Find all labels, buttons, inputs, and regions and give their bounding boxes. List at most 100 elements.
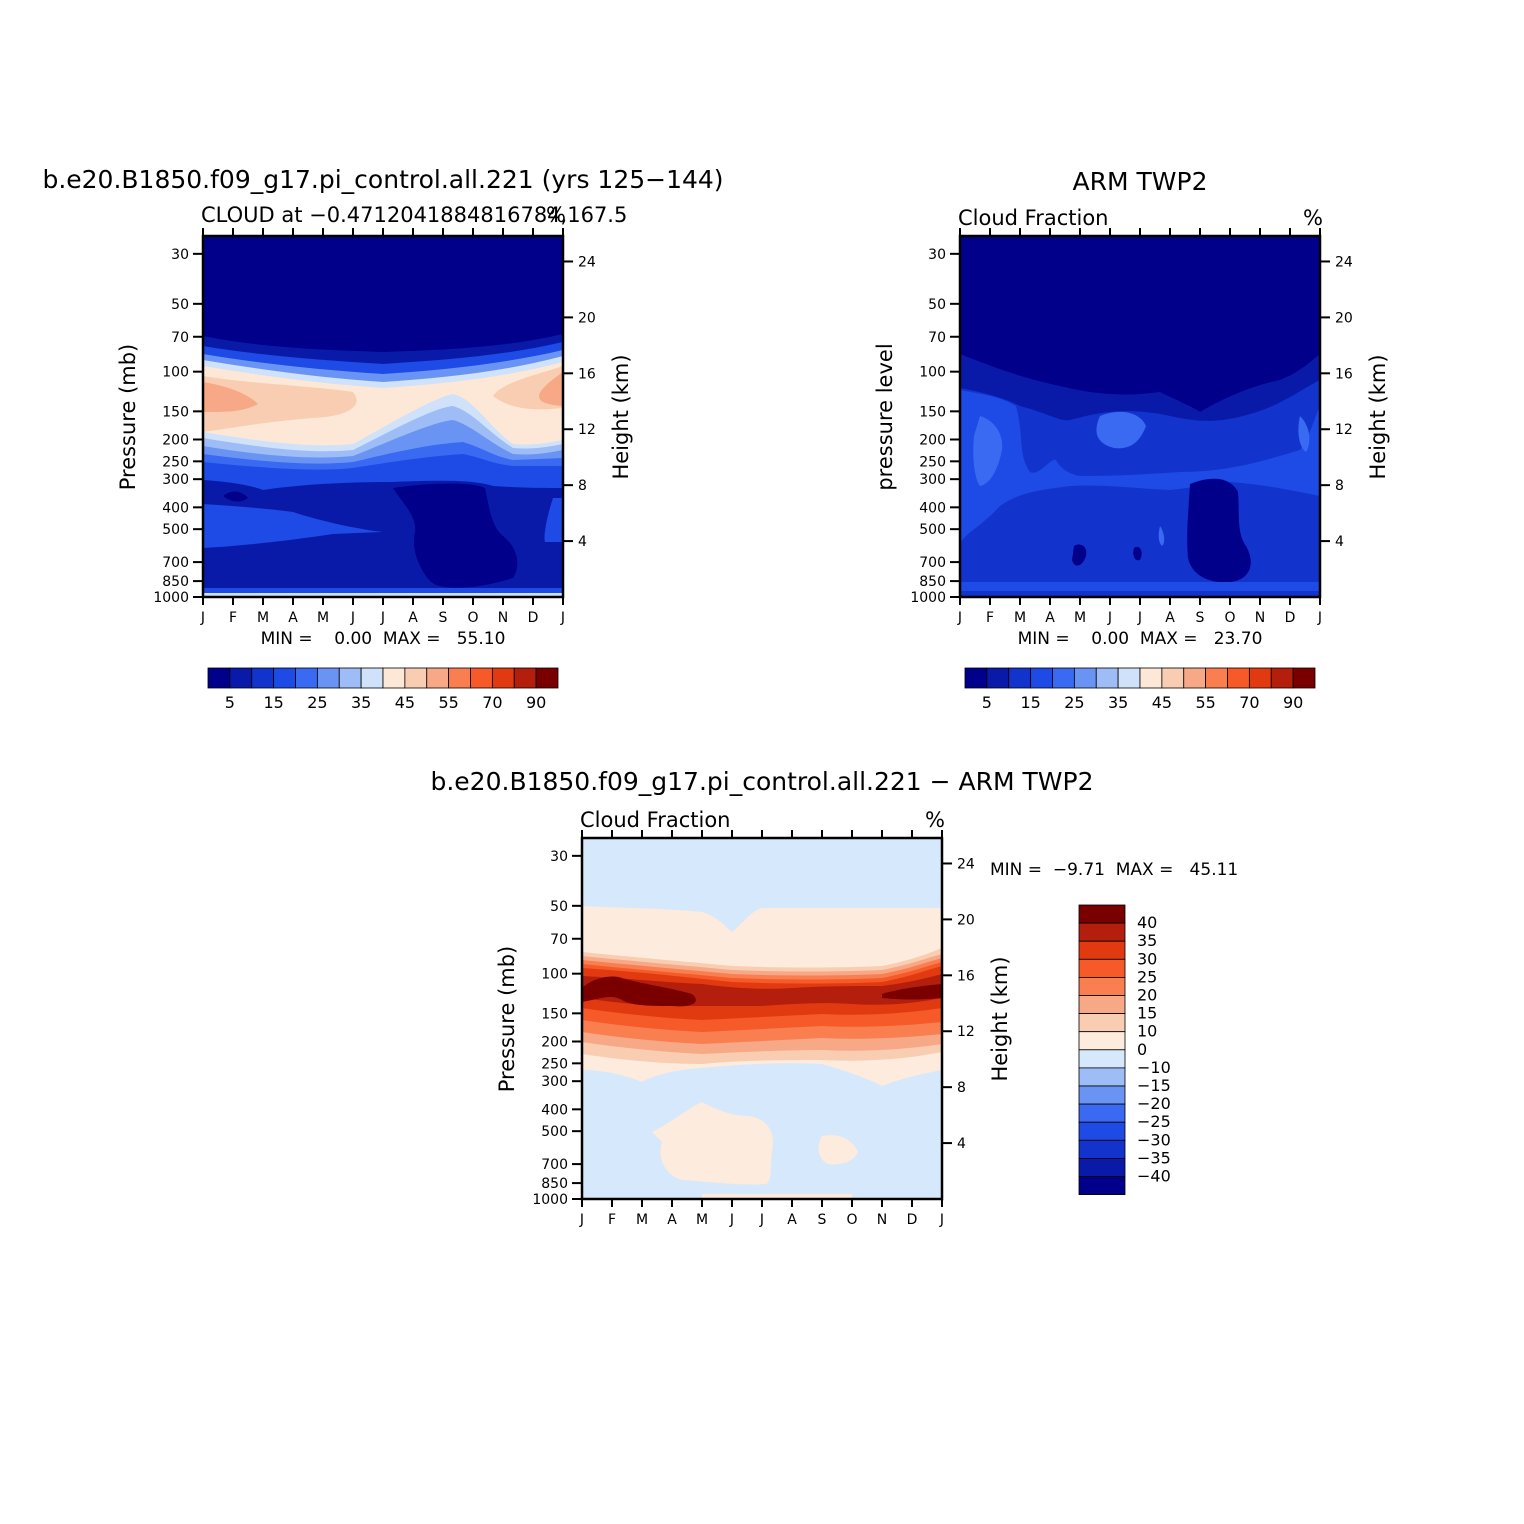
colorbar-label: 70 bbox=[1239, 693, 1259, 712]
contour-band-sfc2 bbox=[960, 591, 1320, 597]
contour-band-sfc bbox=[702, 1194, 852, 1198]
colorbar-label: 5 bbox=[982, 693, 992, 712]
axis-ticks: J F M A M J J A S O N D J 30 50 70 100 150 200 250 300 400 500… bbox=[532, 830, 975, 1228]
colorbar-swatch bbox=[382, 667, 406, 689]
x-tick-label: J bbox=[729, 1212, 734, 1228]
x-tick-label: M bbox=[257, 610, 269, 626]
panel-title: b.e20.B1850.f09_g17.pi_control.all.221 (… bbox=[42, 165, 723, 194]
x-tick-label: N bbox=[498, 610, 508, 626]
contour-band-20b bbox=[1298, 416, 1310, 452]
y-tick-label: 50 bbox=[928, 297, 946, 313]
x-tick-label: O bbox=[1224, 610, 1235, 626]
colorbar-swatch bbox=[316, 667, 340, 689]
y-tick-label: 50 bbox=[550, 899, 568, 915]
colorbar-swatch bbox=[1078, 1013, 1126, 1033]
colorbars: 5 15 25 35 45 55 70 90 5 15 25 35 45 55 70 904035302520… bbox=[207, 667, 1316, 1196]
y-tick-label: 150 bbox=[541, 1006, 568, 1022]
contour-band-20d bbox=[1158, 526, 1165, 546]
y-tick-label: 700 bbox=[919, 555, 946, 571]
colorbar-swatch bbox=[1078, 1139, 1126, 1159]
y-tick-label: 400 bbox=[162, 500, 189, 516]
x-tick-label: A bbox=[787, 1212, 797, 1228]
colorbar-swatch bbox=[273, 667, 296, 689]
y-tick-label: 100 bbox=[162, 365, 189, 381]
colorbar-swatch bbox=[1078, 922, 1126, 942]
x-tick-label: J bbox=[579, 1212, 584, 1228]
contour-band-50 bbox=[203, 376, 357, 432]
y-tick-label: 50 bbox=[171, 297, 189, 313]
contour-field bbox=[960, 236, 1320, 597]
colorbar-label: −25 bbox=[1137, 1112, 1171, 1131]
contour-band-gt40b bbox=[882, 984, 942, 1000]
y-tick-label: 70 bbox=[928, 330, 946, 346]
y-tick-label: 850 bbox=[919, 574, 946, 590]
y-tick-label: 850 bbox=[162, 574, 189, 590]
x-tick-label: D bbox=[528, 610, 539, 626]
colorbar-label: 35 bbox=[1137, 931, 1157, 950]
colorbar-label: 20 bbox=[1137, 986, 1157, 1005]
y-tick-label: 1000 bbox=[153, 590, 189, 606]
contour-band-55b bbox=[539, 372, 563, 406]
y-tick-label: 250 bbox=[919, 454, 946, 470]
colorbar-swatch bbox=[1078, 1085, 1126, 1105]
colorbar-swatch bbox=[448, 667, 471, 689]
y-right-tick-label: 12 bbox=[1335, 422, 1353, 438]
colorbar-label: 15 bbox=[1020, 693, 1040, 712]
y-right-tick-label: 12 bbox=[957, 1024, 975, 1040]
y-right-tick-label: 8 bbox=[578, 478, 587, 494]
y-right-tick-label: 20 bbox=[957, 912, 975, 928]
y-axis-label: Pressure (mb) bbox=[495, 946, 519, 1093]
colorbar-swatch bbox=[986, 667, 1010, 689]
x-tick-label: D bbox=[907, 1212, 918, 1228]
y-tick-label: 70 bbox=[550, 932, 568, 948]
colorbar-swatch bbox=[1030, 667, 1053, 689]
y-axis-label: Pressure (mb) bbox=[116, 344, 140, 491]
colorbar-swatch bbox=[1095, 667, 1119, 689]
y-tick-label: 300 bbox=[162, 472, 189, 488]
colorbar-label: 0 bbox=[1137, 1040, 1147, 1059]
x-tick-label: J bbox=[200, 610, 205, 626]
panel-model: b.e20.B1850.f09_g17.pi_control.all.221 (… bbox=[42, 165, 723, 649]
x-tick-label: M bbox=[696, 1212, 708, 1228]
colorbar-label: 90 bbox=[1283, 693, 1303, 712]
colorbar-swatch bbox=[1052, 667, 1075, 689]
x-tick-label: J bbox=[1137, 610, 1142, 626]
colorbar-swatch bbox=[1073, 667, 1097, 689]
colorbar-swatch bbox=[1117, 667, 1141, 689]
y-tick-label: 100 bbox=[541, 967, 568, 983]
colorbar-label: 35 bbox=[351, 693, 371, 712]
colorbar-swatch bbox=[1227, 667, 1250, 689]
y-tick-label: 150 bbox=[162, 404, 189, 420]
x-tick-label: J bbox=[350, 610, 355, 626]
colorbar-label: 55 bbox=[438, 693, 458, 712]
panel-subtitle: Cloud Fraction bbox=[580, 808, 731, 832]
y-tick-label: 30 bbox=[171, 247, 189, 263]
colorbar-swatch bbox=[1078, 1103, 1126, 1123]
colorbar-label: 70 bbox=[482, 693, 502, 712]
x-tick-label: F bbox=[608, 1212, 616, 1228]
contour-band-20 bbox=[973, 416, 1003, 486]
y-axis-right-label: Height (km) bbox=[988, 956, 1012, 1081]
x-tick-label: A bbox=[667, 1212, 677, 1228]
y-right-tick-label: 4 bbox=[957, 1136, 966, 1152]
x-tick-label: O bbox=[467, 610, 478, 626]
colorbar-label: −10 bbox=[1137, 1058, 1171, 1077]
colorbar-swatch bbox=[1078, 1049, 1126, 1069]
colorbar-swatch bbox=[207, 667, 231, 689]
x-tick-label: N bbox=[1255, 610, 1265, 626]
colorbar-swatch bbox=[513, 667, 537, 689]
colorbar-label: 5 bbox=[225, 693, 235, 712]
colorbar-label: 35 bbox=[1108, 693, 1128, 712]
y-right-tick-label: 24 bbox=[578, 254, 596, 270]
min-max-stats: MIN = 0.00 MAX = 55.10 bbox=[261, 629, 506, 649]
x-tick-label: F bbox=[229, 610, 237, 626]
y-right-tick-label: 20 bbox=[1335, 310, 1353, 326]
y-tick-label: 500 bbox=[541, 1124, 568, 1140]
y-tick-label: 1000 bbox=[532, 1192, 568, 1208]
y-right-tick-label: 20 bbox=[578, 310, 596, 326]
colorbar-swatch bbox=[1078, 1121, 1126, 1141]
units-label: % bbox=[925, 808, 945, 832]
colorbar-label: 15 bbox=[263, 693, 283, 712]
colorbar-label: −20 bbox=[1137, 1094, 1171, 1113]
